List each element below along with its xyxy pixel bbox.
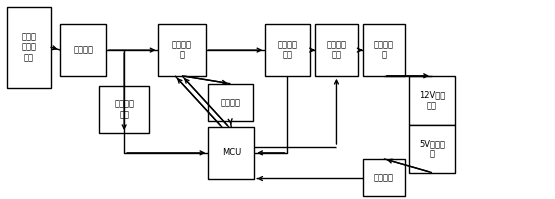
Text: 前压检测
单元: 前压检测 单元 (114, 100, 134, 119)
Text: 滤波单元: 滤波单元 (73, 46, 93, 55)
Bar (60, 24, 106, 76)
Text: 反馈单元: 反馈单元 (220, 98, 240, 107)
Bar (208, 84, 253, 121)
Text: 12V降压
单元: 12V降压 单元 (419, 91, 445, 110)
Bar (363, 159, 405, 196)
Bar (265, 24, 310, 76)
Text: 电池组接
口: 电池组接 口 (374, 40, 394, 60)
Text: 5V降压单
元: 5V降压单 元 (419, 139, 445, 159)
Bar (409, 76, 455, 125)
Text: MCU: MCU (221, 148, 241, 157)
Text: 太阳能
电池板
接口: 太阳能 电池板 接口 (22, 32, 37, 62)
Text: 烧录接口: 烧录接口 (374, 173, 394, 182)
Text: 主降压单
元: 主降压单 元 (172, 40, 192, 60)
Bar (159, 24, 205, 76)
Bar (315, 24, 358, 76)
Bar (99, 86, 149, 133)
Bar (363, 24, 405, 76)
Text: 电流检测
单元: 电流检测 单元 (278, 40, 297, 60)
Bar (208, 127, 254, 179)
Text: 均衡充电
单元: 均衡充电 单元 (326, 40, 346, 60)
Bar (7, 7, 51, 88)
Bar (409, 125, 455, 173)
